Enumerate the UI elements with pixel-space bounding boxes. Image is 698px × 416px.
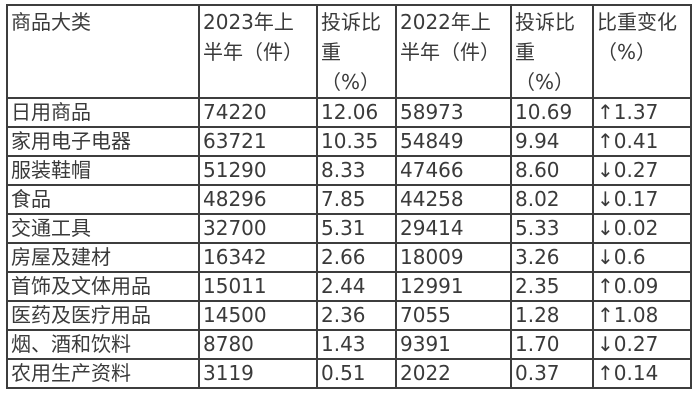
cell-2023-count: 14500 — [198, 300, 318, 331]
table-row: 房屋及建材 16342 2.66 18009 3.26 ↓0.6 — [6, 242, 692, 273]
cell-2022-count: 12991 — [395, 271, 512, 302]
cell-2022-share: 8.02 — [510, 184, 594, 215]
cell-2023-share: 7.85 — [316, 184, 397, 215]
cell-change: ↓0.27 — [592, 155, 692, 186]
table-row: 医药及医疗用品 14500 2.36 7055 1.28 ↑1.08 — [6, 300, 692, 331]
cell-category: 医药及医疗用品 — [6, 300, 200, 331]
cell-change: ↑1.08 — [592, 300, 692, 331]
table-row: 农用生产资料 3119 0.51 2022 0.37 ↑0.14 — [6, 358, 692, 389]
cell-2023-count: 15011 — [198, 271, 318, 302]
cell-change: ↑0.14 — [592, 358, 692, 389]
cell-2023-count: 16342 — [198, 242, 318, 273]
table-row: 日用商品 74220 12.06 58973 10.69 ↑1.37 — [6, 97, 692, 128]
cell-2023-count: 74220 — [198, 97, 318, 128]
cell-2022-share: 1.28 — [510, 300, 594, 331]
cell-2023-share: 2.44 — [316, 271, 397, 302]
header-2022-share: 投诉比 重 （%） — [510, 4, 594, 99]
table-row: 家用电子电器 63721 10.35 54849 9.94 ↑0.41 — [6, 126, 692, 157]
cell-change: ↓0.02 — [592, 213, 692, 244]
cell-2022-share: 3.26 — [510, 242, 594, 273]
cell-change: ↓0.17 — [592, 184, 692, 215]
cell-2022-share: 9.94 — [510, 126, 594, 157]
cell-2023-count: 63721 — [198, 126, 318, 157]
cell-2023-count: 32700 — [198, 213, 318, 244]
header-category: 商品大类 — [6, 4, 200, 99]
table-row: 烟、酒和饮料 8780 1.43 9391 1.70 ↓0.27 — [6, 329, 692, 360]
cell-2022-count: 2022 — [395, 358, 512, 389]
cell-change: ↑0.09 — [592, 271, 692, 302]
cell-category: 食品 — [6, 184, 200, 215]
table-header: 商品大类 2023年上 半年（件） 投诉比 重 （%） 2022年上 半年（件）… — [6, 4, 692, 99]
table-body: 日用商品 74220 12.06 58973 10.69 ↑1.37 家用电子电… — [6, 97, 692, 389]
cell-2022-count: 7055 — [395, 300, 512, 331]
cell-category: 日用商品 — [6, 97, 200, 128]
cell-change: ↓0.27 — [592, 329, 692, 360]
cell-2023-share: 2.66 — [316, 242, 397, 273]
cell-2022-count: 58973 — [395, 97, 512, 128]
header-2023-share: 投诉比 重 （%） — [316, 4, 397, 99]
cell-2022-share: 8.60 — [510, 155, 594, 186]
header-2023-count: 2023年上 半年（件） — [198, 4, 318, 99]
cell-2022-count: 18009 — [395, 242, 512, 273]
cell-category: 服装鞋帽 — [6, 155, 200, 186]
cell-2022-share: 1.70 — [510, 329, 594, 360]
header-row: 商品大类 2023年上 半年（件） 投诉比 重 （%） 2022年上 半年（件）… — [6, 4, 692, 99]
table-row: 首饰及文体用品 15011 2.44 12991 2.35 ↑0.09 — [6, 271, 692, 302]
cell-2023-share: 0.51 — [316, 358, 397, 389]
header-change: 比重变化 （%） — [592, 4, 692, 99]
cell-2023-share: 8.33 — [316, 155, 397, 186]
cell-category: 交通工具 — [6, 213, 200, 244]
cell-2023-count: 48296 — [198, 184, 318, 215]
header-2022-count: 2022年上 半年（件） — [395, 4, 512, 99]
cell-category: 农用生产资料 — [6, 358, 200, 389]
cell-2023-count: 3119 — [198, 358, 318, 389]
cell-2023-share: 5.31 — [316, 213, 397, 244]
cell-2023-count: 8780 — [198, 329, 318, 360]
cell-category: 房屋及建材 — [6, 242, 200, 273]
complaints-table: 商品大类 2023年上 半年（件） 投诉比 重 （%） 2022年上 半年（件）… — [6, 4, 692, 389]
cell-2022-count: 54849 — [395, 126, 512, 157]
cell-2022-count: 29414 — [395, 213, 512, 244]
cell-2022-count: 9391 — [395, 329, 512, 360]
cell-2023-share: 10.35 — [316, 126, 397, 157]
cell-2023-count: 51290 — [198, 155, 318, 186]
table-row: 食品 48296 7.85 44258 8.02 ↓0.17 — [6, 184, 692, 215]
cell-change: ↓0.6 — [592, 242, 692, 273]
cell-2022-count: 47466 — [395, 155, 512, 186]
cell-2023-share: 12.06 — [316, 97, 397, 128]
table-row: 服装鞋帽 51290 8.33 47466 8.60 ↓0.27 — [6, 155, 692, 186]
cell-category: 首饰及文体用品 — [6, 271, 200, 302]
cell-2022-share: 0.37 — [510, 358, 594, 389]
cell-category: 烟、酒和饮料 — [6, 329, 200, 360]
cell-2023-share: 2.36 — [316, 300, 397, 331]
cell-change: ↑0.41 — [592, 126, 692, 157]
cell-2022-count: 44258 — [395, 184, 512, 215]
cell-category: 家用电子电器 — [6, 126, 200, 157]
cell-2022-share: 5.33 — [510, 213, 594, 244]
cell-2022-share: 10.69 — [510, 97, 594, 128]
cell-change: ↑1.37 — [592, 97, 692, 128]
cell-2023-share: 1.43 — [316, 329, 397, 360]
table-row: 交通工具 32700 5.31 29414 5.33 ↓0.02 — [6, 213, 692, 244]
cell-2022-share: 2.35 — [510, 271, 594, 302]
